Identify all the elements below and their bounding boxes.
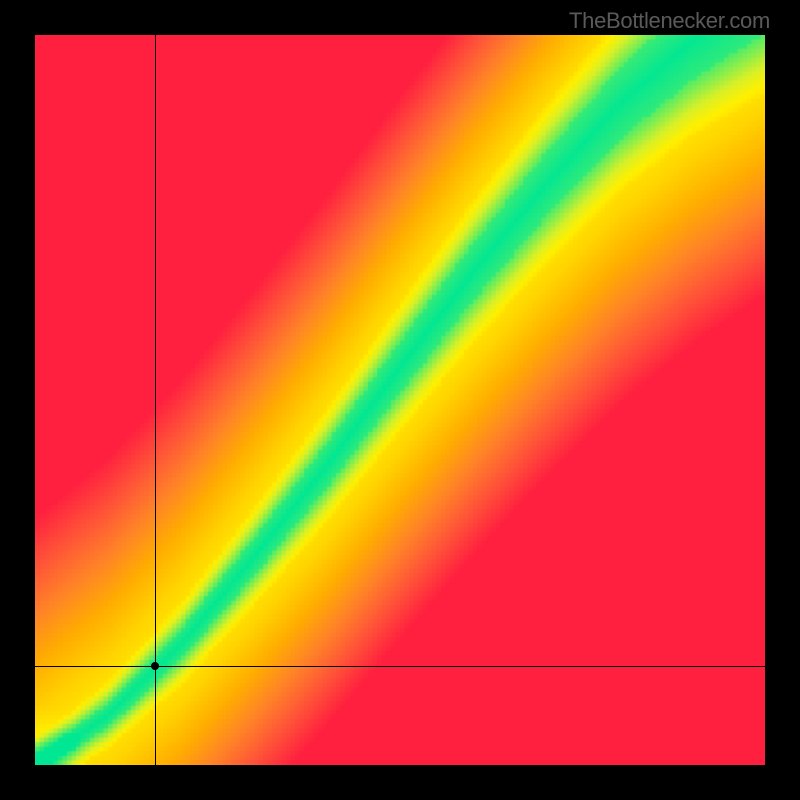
crosshair-dot [151, 662, 159, 670]
crosshair-horizontal [35, 666, 765, 667]
crosshair-vertical [155, 35, 156, 765]
heatmap-canvas [35, 35, 765, 765]
chart-container: TheBottlenecker.com [0, 0, 800, 800]
plot-area [35, 35, 765, 765]
watermark-text: TheBottlenecker.com [569, 8, 770, 34]
